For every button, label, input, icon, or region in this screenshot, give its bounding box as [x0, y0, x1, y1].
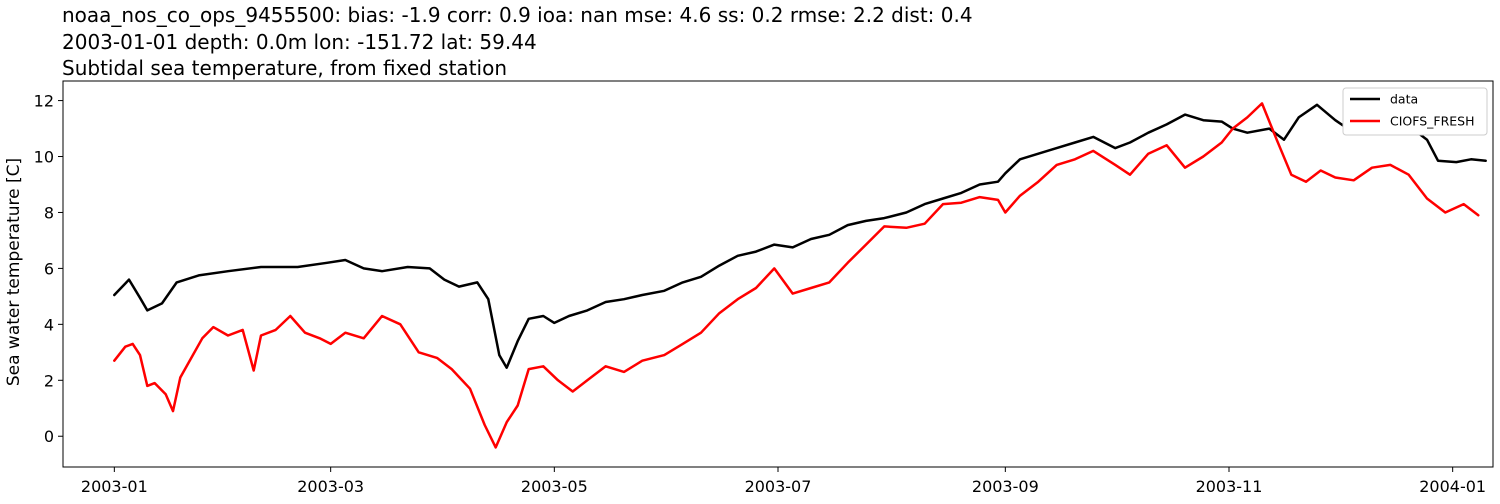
x-tick-label: 2003-05	[521, 477, 588, 496]
y-tick-label: 8	[44, 203, 54, 222]
y-tick-label: 12	[34, 92, 54, 111]
legend-label-1: CIOFS_FRESH	[1390, 114, 1475, 129]
y-tick-label: 10	[34, 148, 54, 167]
x-tick-label: 2003-03	[297, 477, 364, 496]
chart-title-line-2: 2003-01-01 depth: 0.0m lon: -151.72 lat:…	[62, 30, 537, 54]
chart-legend: data CIOFS_FRESH	[1342, 87, 1488, 136]
x-axis-ticks: 2003-01 2003-03 2003-05 2003-07 2003-09 2003-…	[81, 467, 1486, 496]
x-tick-label: 2003-01	[81, 477, 148, 496]
legend-label-0: data	[1390, 92, 1418, 107]
y-tick-label: 6	[44, 259, 54, 278]
chart-title-line-1: noaa_nos_co_ops_9455500: bias: -1.9 corr…	[62, 3, 973, 27]
x-tick-label: 2004-01	[1419, 477, 1486, 496]
series-line-1	[113, 102, 1480, 449]
y-tick-label: 0	[44, 427, 54, 446]
x-tick-label: 2003-11	[1196, 477, 1263, 496]
x-tick-label: 2003-07	[745, 477, 812, 496]
y-axis-ticks: 0 2 4 6 8 10 12	[34, 92, 63, 446]
x-tick-label: 2003-09	[972, 477, 1039, 496]
series-line-0	[113, 103, 1487, 369]
y-tick-label: 2	[44, 371, 54, 390]
chart-title-line-3: Subtidal sea temperature, from fixed sta…	[62, 56, 507, 80]
y-axis-label: Sea water temperature [C]	[4, 158, 24, 386]
plot-series-group	[113, 102, 1487, 449]
y-tick-label: 4	[44, 315, 54, 334]
plot-area-frame	[62, 80, 1494, 468]
